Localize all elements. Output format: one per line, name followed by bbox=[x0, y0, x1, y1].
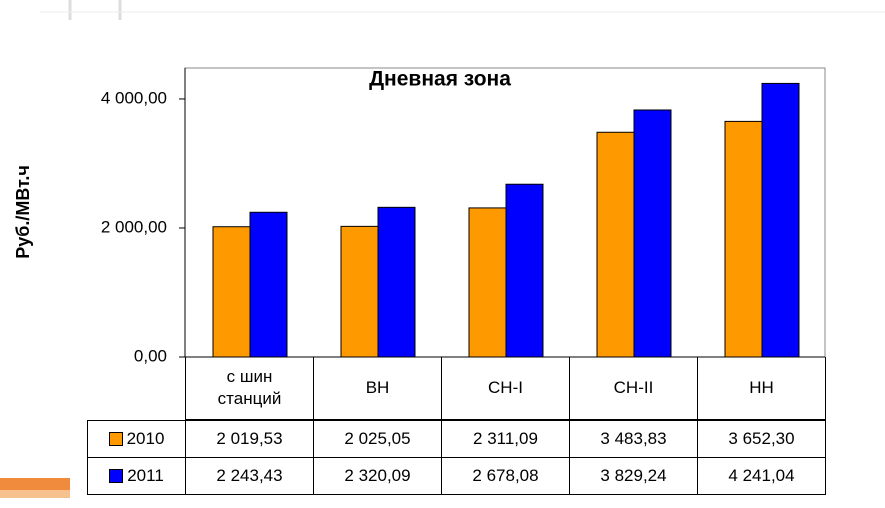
bar bbox=[724, 120, 763, 358]
bar bbox=[505, 183, 544, 358]
legend-swatch bbox=[109, 469, 124, 483]
legend-entry: 2010 bbox=[87, 420, 186, 458]
legend-entry: 2011 bbox=[87, 457, 186, 495]
data-label: 3 652,30 bbox=[697, 420, 826, 458]
data-label: 2 678,08 bbox=[441, 457, 570, 495]
y-tick-label: 4 000,00 bbox=[101, 88, 167, 107]
y-axis-label: Руб./МВт.ч bbox=[13, 165, 33, 259]
data-label: 3 483,83 bbox=[569, 420, 698, 458]
bar bbox=[468, 207, 507, 358]
data-label: 2 025,05 bbox=[313, 420, 442, 458]
chart-title: Дневная зона bbox=[369, 68, 511, 91]
data-label: 2 243,43 bbox=[185, 457, 314, 495]
data-label: 2 311,09 bbox=[441, 420, 570, 458]
bar bbox=[377, 206, 416, 358]
bar bbox=[596, 131, 635, 358]
bar bbox=[249, 211, 288, 358]
x-tick-label: НН bbox=[697, 357, 826, 420]
decor bbox=[0, 478, 70, 490]
decor bbox=[0, 490, 70, 498]
x-tick-label: СН-I bbox=[441, 357, 570, 420]
bar bbox=[633, 109, 672, 358]
x-tick-label: с шин станций bbox=[185, 357, 314, 420]
data-label: 3 829,24 bbox=[569, 457, 698, 495]
data-label: 2 320,09 bbox=[313, 457, 442, 495]
y-tick-label: 2 000,00 bbox=[101, 217, 167, 236]
x-tick-label: СН-II bbox=[569, 357, 698, 420]
legend-swatch bbox=[108, 432, 123, 446]
legend-label: 2011 bbox=[127, 466, 164, 485]
data-label: 2 019,53 bbox=[185, 420, 314, 458]
bar bbox=[340, 225, 379, 358]
legend-label: 2010 bbox=[126, 429, 165, 448]
y-tick-label: 0,00 bbox=[134, 346, 167, 365]
bar bbox=[761, 82, 800, 358]
x-tick-label: ВН bbox=[313, 357, 442, 420]
bar bbox=[212, 226, 251, 358]
data-label: 4 241,04 bbox=[697, 457, 826, 495]
